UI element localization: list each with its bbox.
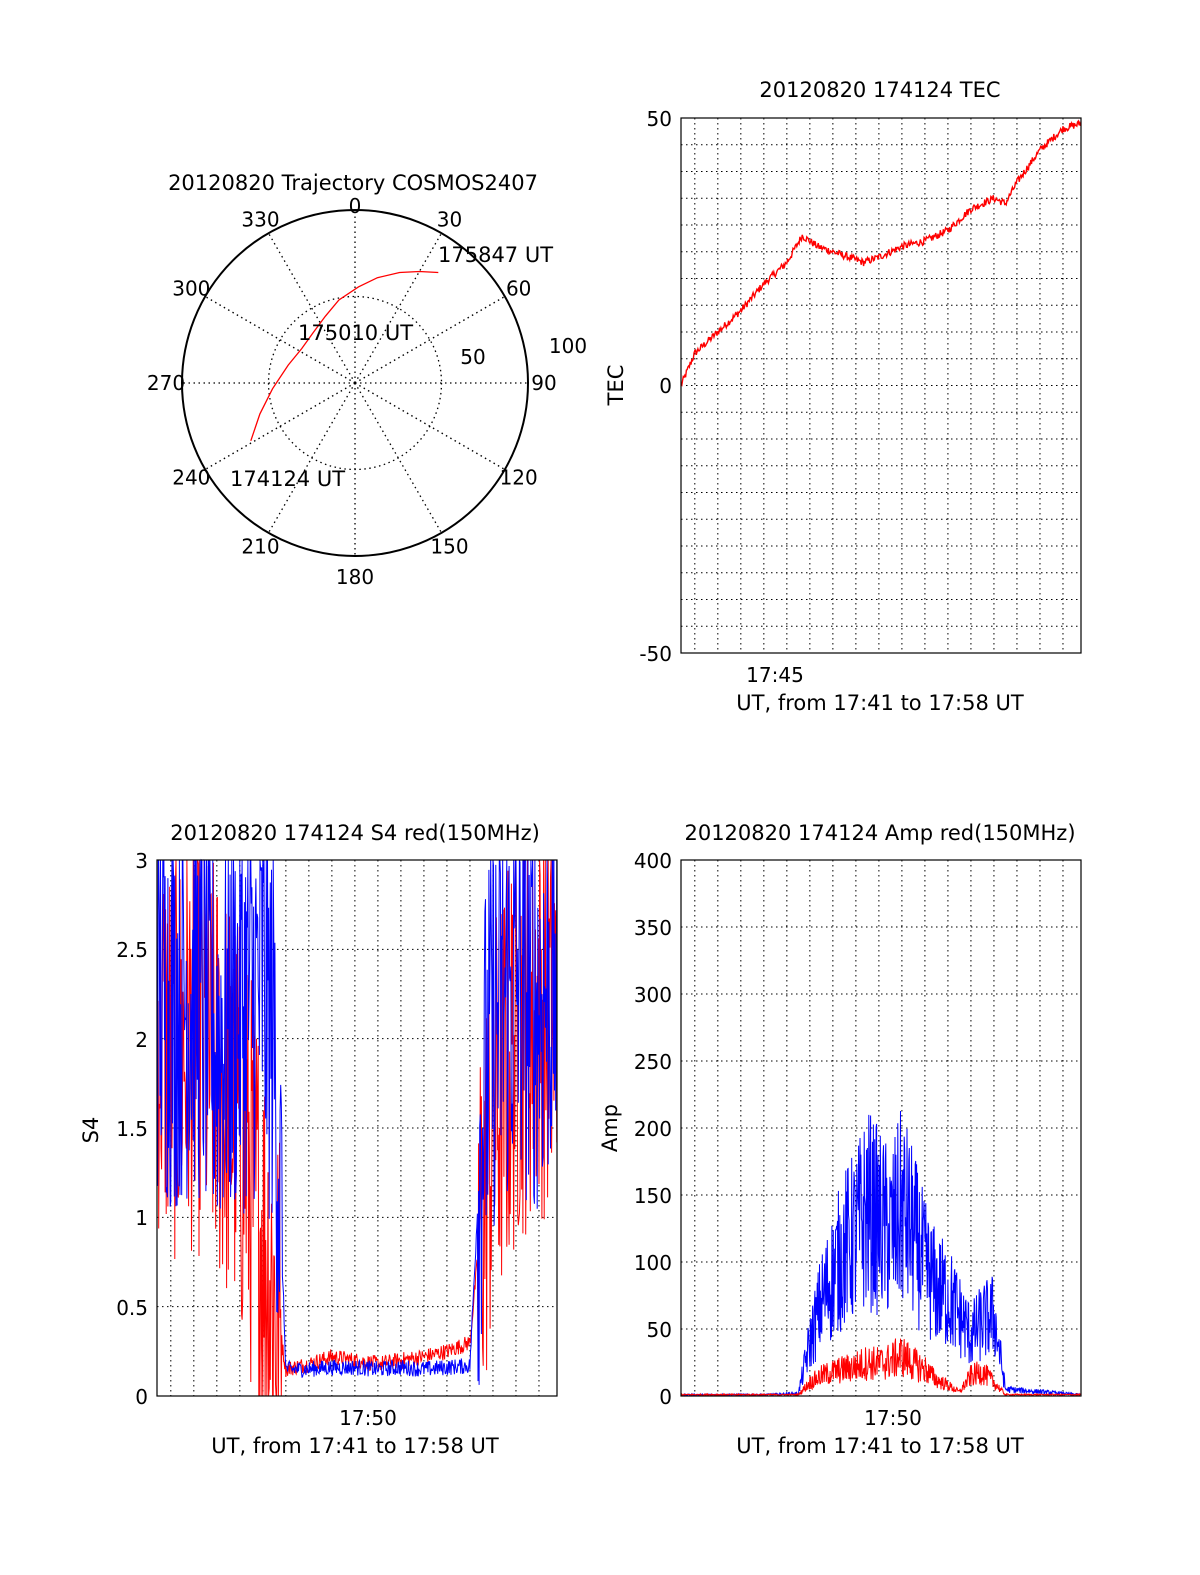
polar-angle-label-90: 90 bbox=[531, 371, 556, 395]
tec-ytick-0: 0 bbox=[659, 374, 672, 398]
tec-ytick-50: 50 bbox=[647, 107, 672, 131]
tec-ylabel: TEC bbox=[604, 365, 628, 407]
s4-ytick-1: 1 bbox=[135, 1206, 148, 1230]
amp-plot-frame bbox=[680, 859, 1082, 1397]
polar-angle-label-30: 30 bbox=[437, 207, 462, 231]
polar-angle-label-180: 180 bbox=[336, 565, 374, 589]
amp-ytick-50: 50 bbox=[647, 1318, 672, 1342]
s4-panel: 20120820 174124 S4 red(150MHz) 0 0.5 1 1… bbox=[79, 821, 558, 1458]
polar-angle-labels: 0 30 60 90 120 150 180 210 240 270 300 330 bbox=[147, 194, 557, 589]
s4-plot-frame bbox=[156, 859, 558, 1397]
amp-panel: 20120820 174124 Amp red(150MHz) 0 50 100… bbox=[598, 821, 1082, 1458]
tec-series-line bbox=[680, 119, 1082, 387]
amp-ytick-400: 400 bbox=[634, 849, 672, 873]
tec-xtick-1745: 17:45 bbox=[746, 663, 804, 687]
s4-title: 20120820 174124 S4 red(150MHz) bbox=[170, 821, 540, 845]
polar-angle-label-330: 330 bbox=[241, 207, 279, 231]
polar-outer-circle bbox=[181, 209, 529, 557]
s4-grid bbox=[157, 860, 557, 1396]
polar-spoke-240 bbox=[204, 382, 356, 471]
trajectory-start-label: 174124 UT bbox=[230, 467, 345, 491]
polar-radial-label-100: 100 bbox=[549, 334, 587, 358]
amp-ytick-350: 350 bbox=[634, 916, 672, 940]
polar-spoke-210 bbox=[267, 382, 356, 534]
polar-grid bbox=[182, 210, 528, 556]
amp-series-red bbox=[680, 1337, 1082, 1397]
amp-ytick-300: 300 bbox=[634, 983, 672, 1007]
trajectory-end-label: 175847 UT bbox=[438, 243, 553, 267]
s4-xtick-1750: 17:50 bbox=[339, 1406, 397, 1430]
tec-title: 20120820 174124 TEC bbox=[759, 78, 1000, 102]
amp-ytick-0: 0 bbox=[659, 1385, 672, 1409]
amp-ylabel: Amp bbox=[598, 1104, 622, 1152]
polar-radial-label-50: 50 bbox=[460, 345, 485, 369]
s4-ytick-3: 3 bbox=[135, 849, 148, 873]
amp-ytick-250: 250 bbox=[634, 1050, 672, 1074]
s4-xlabel: UT, from 17:41 to 17:58 UT bbox=[211, 1434, 499, 1458]
polar-angle-label-300: 300 bbox=[172, 277, 210, 301]
polar-spoke-60 bbox=[354, 295, 506, 384]
polar-angle-label-60: 60 bbox=[506, 277, 531, 301]
polar-angle-label-120: 120 bbox=[500, 466, 538, 490]
amp-xlabel: UT, from 17:41 to 17:58 UT bbox=[736, 1434, 1024, 1458]
s4-ytick-1_5: 1.5 bbox=[116, 1117, 148, 1141]
polar-spoke-150 bbox=[354, 382, 443, 534]
s4-ylabel: S4 bbox=[79, 1117, 103, 1144]
polar-angle-label-0: 0 bbox=[349, 194, 362, 218]
polar-angle-label-240: 240 bbox=[172, 466, 210, 490]
trajectory-mid-label: 175010 UT bbox=[298, 321, 413, 345]
polar-angle-label-210: 210 bbox=[241, 535, 279, 559]
amp-grid bbox=[681, 860, 1081, 1396]
s4-series-blue bbox=[156, 858, 558, 1385]
polar-angle-label-150: 150 bbox=[430, 535, 468, 559]
polar-spoke-120 bbox=[354, 382, 506, 471]
amp-xtick-1750: 17:50 bbox=[864, 1406, 922, 1430]
s4-ytick-2_5: 2.5 bbox=[116, 938, 148, 962]
tec-panel: 20120820 174124 TEC 50 0 -50 17:45 UT, f… bbox=[604, 78, 1082, 715]
tec-plot-frame bbox=[680, 117, 1082, 654]
tec-ytick-minus50: -50 bbox=[639, 642, 672, 666]
polar-trajectory bbox=[250, 270, 439, 442]
s4-ytick-2: 2 bbox=[135, 1028, 148, 1052]
s4-ytick-0_5: 0.5 bbox=[116, 1296, 148, 1320]
s4-ytick-0: 0 bbox=[135, 1385, 148, 1409]
amp-ytick-200: 200 bbox=[634, 1117, 672, 1141]
amp-series bbox=[680, 1110, 1082, 1397]
amp-ytick-150: 150 bbox=[634, 1184, 672, 1208]
polar-spoke-30 bbox=[354, 232, 443, 384]
polar-panel: 20120820 Trajectory COSMOS2407 0 30 60 90 12… bbox=[147, 171, 587, 589]
tec-grid bbox=[681, 118, 1081, 653]
polar-spoke-330 bbox=[267, 232, 356, 384]
polar-spoke-300 bbox=[204, 295, 356, 384]
polar-title: 20120820 Trajectory COSMOS2407 bbox=[168, 171, 538, 195]
polar-angle-label-270: 270 bbox=[147, 371, 185, 395]
tec-xlabel: UT, from 17:41 to 17:58 UT bbox=[736, 691, 1024, 715]
s4-series bbox=[156, 858, 558, 1397]
amp-title: 20120820 174124 Amp red(150MHz) bbox=[684, 821, 1075, 845]
amp-ytick-100: 100 bbox=[634, 1251, 672, 1275]
